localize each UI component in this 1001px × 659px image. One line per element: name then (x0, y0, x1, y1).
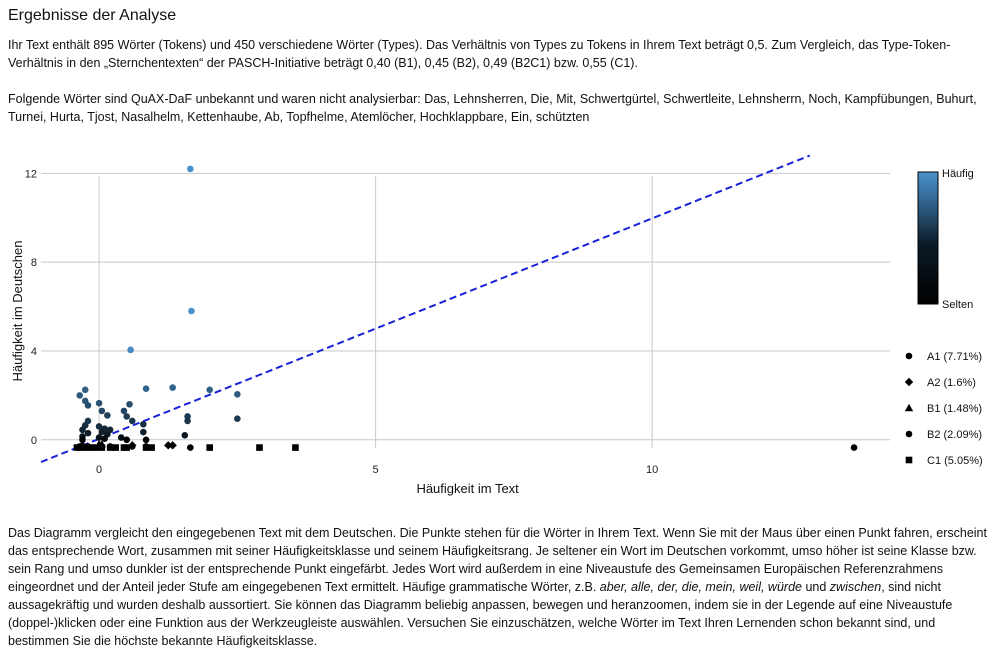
explanation-and: und (801, 580, 830, 594)
legend-marker (905, 352, 913, 360)
colorbar-bottom-label: Selten (942, 299, 973, 311)
data-point (84, 429, 92, 437)
colorbar-top-label: Häufig (942, 168, 974, 180)
chart-ticks: 0 5 10 0 4 8 12 (25, 168, 659, 476)
data-point (142, 385, 150, 393)
data-point (140, 428, 147, 436)
data-point (95, 423, 103, 430)
data-point (184, 417, 191, 425)
data-point (127, 346, 134, 354)
data-point (234, 415, 241, 422)
legend-label: B1 (1.48%) (927, 403, 982, 415)
data-point (106, 444, 114, 451)
scatter-chart[interactable]: 0 5 10 0 4 8 12 Häufigkeit im Text Häufigkeit … (0, 150, 1001, 520)
x-tick-label: 0 (96, 464, 102, 476)
data-point (101, 435, 108, 442)
colorbar (917, 171, 939, 305)
legend-marker (905, 430, 913, 438)
chart-grid (41, 172, 890, 448)
data-point (79, 426, 86, 434)
data-point (81, 444, 89, 451)
data-point (126, 400, 133, 408)
x-tick-label: 10 (646, 464, 658, 476)
data-point (181, 432, 189, 439)
x-axis-label: Häufigkeit im Text (416, 481, 519, 496)
page-title: Ergebnisse der Analyse (8, 7, 177, 24)
data-point (123, 436, 131, 444)
data-point (104, 412, 111, 419)
data-point (292, 444, 299, 451)
legend-item[interactable]: B1 (1.48%) (904, 403, 982, 415)
legend-label: C1 (5.05%) (927, 455, 983, 467)
legend: A1 (7.71%) A2 (1.6%) B1 (1.48%) B2 (2.09%) C… (904, 351, 983, 467)
data-point (168, 441, 177, 450)
data-point (117, 434, 125, 441)
data-point (206, 444, 213, 451)
data-point (256, 444, 263, 451)
legend-item[interactable]: A1 (7.71%) (905, 351, 982, 363)
data-point (98, 407, 106, 415)
explanation-example-last: zwischen (829, 580, 882, 594)
explanation-part1: Das Diagramm vergleicht den eingegebenen… (8, 526, 987, 594)
data-point (98, 444, 106, 451)
data-point (148, 444, 155, 451)
legend-label: B2 (2.09%) (927, 429, 982, 441)
legend-item[interactable]: A2 (1.6%) (904, 377, 976, 389)
data-point (76, 392, 84, 399)
data-point (73, 444, 81, 451)
legend-item[interactable]: C1 (5.05%) (905, 455, 983, 467)
y-tick-label: 0 (31, 435, 37, 447)
data-point (81, 386, 89, 394)
y-tick-label: 12 (25, 168, 37, 180)
data-point (164, 441, 173, 450)
data-point (850, 444, 858, 451)
legend-marker (904, 377, 914, 387)
data-point (95, 399, 103, 407)
data-point (169, 384, 176, 391)
data-point (95, 434, 103, 441)
legend-item[interactable]: B2 (2.09%) (905, 429, 982, 441)
legend-label: A2 (1.6%) (927, 377, 976, 389)
trend-line (40, 154, 811, 463)
explanation-paragraph: Das Diagramm vergleicht den eingegebenen… (8, 524, 993, 650)
legend-marker (904, 403, 914, 412)
data-point (84, 402, 92, 409)
x-tick-label: 5 (373, 464, 379, 476)
data-point (79, 436, 86, 444)
data-point (140, 420, 147, 428)
data-point (93, 444, 100, 451)
intro-paragraph: Ihr Text enthält 895 Wörter (Tokens) und… (8, 38, 951, 70)
data-point (128, 417, 136, 425)
y-tick-label: 4 (31, 346, 37, 358)
data-point (123, 413, 131, 420)
chart-points (73, 165, 858, 451)
data-point (234, 390, 241, 398)
data-point (142, 444, 150, 451)
y-tick-label: 8 (31, 257, 37, 269)
legend-label: A1 (7.71%) (927, 351, 982, 363)
data-point (87, 444, 95, 451)
explanation-part2: , sind nicht aussagekräftig und wurden d… (8, 580, 953, 648)
data-point (112, 444, 119, 451)
data-point (206, 386, 213, 394)
data-point (187, 444, 194, 451)
data-point (120, 444, 128, 451)
data-point (187, 165, 194, 173)
unknown-words-paragraph: Folgende Wörter sind QuAX-DaF unbekannt … (8, 92, 977, 124)
explanation-examples: aber, alle, der, die, mein, weil, würde (599, 580, 802, 594)
data-point (142, 436, 150, 444)
data-point (128, 443, 136, 450)
data-point (188, 307, 195, 315)
legend-marker (905, 456, 913, 464)
data-point (120, 407, 128, 415)
data-point (98, 428, 106, 436)
y-axis-label: Häufigkeit im Deutschen (10, 241, 25, 382)
